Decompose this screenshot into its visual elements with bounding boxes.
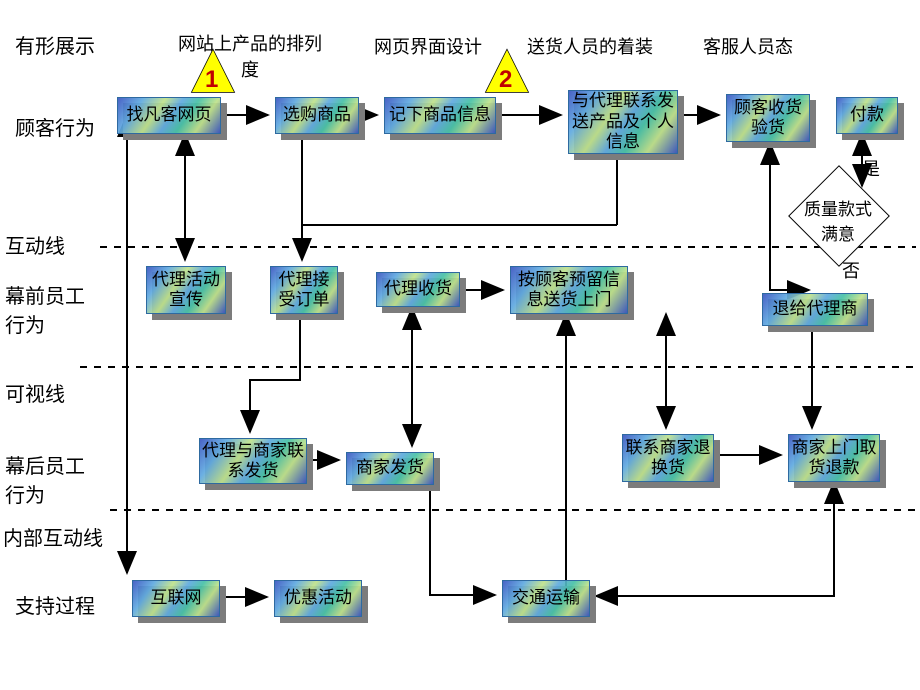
row-label-r3: 互动线 <box>5 230 65 259</box>
box-label: 代理活动宣传 <box>147 270 225 311</box>
process-box-b1: 找凡客网页 <box>117 97 221 134</box>
box-label: 商家上门取货退款 <box>789 438 879 479</box>
diamond-no-label: 否 <box>842 257 860 283</box>
process-box-b2: 选购商品 <box>275 97 359 134</box>
box-label: 代理收货 <box>384 279 452 299</box>
box-label: 联系商家退换货 <box>623 438 713 479</box>
row-label-r4: 幕前员工行为 <box>5 280 95 338</box>
triangle-number: 2 <box>499 66 512 94</box>
box-label: 顾客收货验货 <box>727 98 809 139</box>
process-box-b3: 记下商品信息 <box>384 97 496 134</box>
top-label-1: 网页界面设计 <box>358 33 498 59</box>
box-label: 退给代理商 <box>773 299 858 319</box>
top-label-0: 网站上产品的排列度 <box>160 30 340 82</box>
box-label: 交通运输 <box>512 588 580 608</box>
box-label: 互联网 <box>151 588 202 608</box>
process-box-b5: 顾客收货验货 <box>726 94 810 142</box>
process-box-b4: 与代理联系发送产品及个人信息 <box>568 90 678 154</box>
box-label: 付款 <box>850 105 884 125</box>
row-label-r8: 支持过程 <box>15 590 95 619</box>
row-label-r1: 有形展示 <box>15 30 95 59</box>
process-box-b10: 按顾客预留信息送货上门 <box>510 266 628 314</box>
process-box-b11: 退给代理商 <box>762 293 868 326</box>
process-box-b8: 代理接受订单 <box>270 266 338 314</box>
flow-arrow <box>566 314 595 595</box>
process-box-b18: 交通运输 <box>502 580 590 617</box>
row-label-r6: 幕后员工行为 <box>5 450 95 508</box>
box-label: 商家发货 <box>356 458 424 478</box>
row-label-r2: 顾客行为 <box>15 112 95 141</box>
process-box-b6: 付款 <box>836 97 898 134</box>
box-label: 按顾客预留信息送货上门 <box>511 270 627 311</box>
box-label: 与代理联系发送产品及个人信息 <box>569 91 677 152</box>
row-label-r7: 内部互动线 <box>3 522 103 551</box>
flow-arrow <box>430 485 495 595</box>
process-box-b15: 商家上门取货退款 <box>788 434 880 482</box>
box-label: 优惠活动 <box>284 588 352 608</box>
top-label-2: 送货人员的着装 <box>510 33 670 59</box>
box-label: 代理与商家联系发货 <box>200 441 306 482</box>
box-label: 代理接受订单 <box>271 270 337 311</box>
diamond-yes-label: 是 <box>862 155 880 181</box>
row-label-r5: 可视线 <box>5 378 65 407</box>
process-box-b9: 代理收货 <box>376 272 460 307</box>
diamond-label: 质量款式满意 <box>798 195 878 245</box>
process-box-b16: 互联网 <box>132 580 220 617</box>
flow-arrow <box>596 482 834 596</box>
flow-arrow <box>250 314 300 432</box>
process-box-b13: 商家发货 <box>346 452 434 485</box>
triangle-number: 1 <box>205 66 218 94</box>
process-box-b14: 联系商家退换货 <box>622 434 714 482</box>
process-box-b7: 代理活动宣传 <box>146 266 226 314</box>
box-label: 找凡客网页 <box>127 105 212 125</box>
top-label-3: 客服人员态 <box>688 33 808 59</box>
process-box-b12: 代理与商家联系发货 <box>199 438 307 484</box>
process-box-b17: 优惠活动 <box>274 580 362 617</box>
box-label: 记下商品信息 <box>389 105 491 125</box>
box-label: 选购商品 <box>283 105 351 125</box>
